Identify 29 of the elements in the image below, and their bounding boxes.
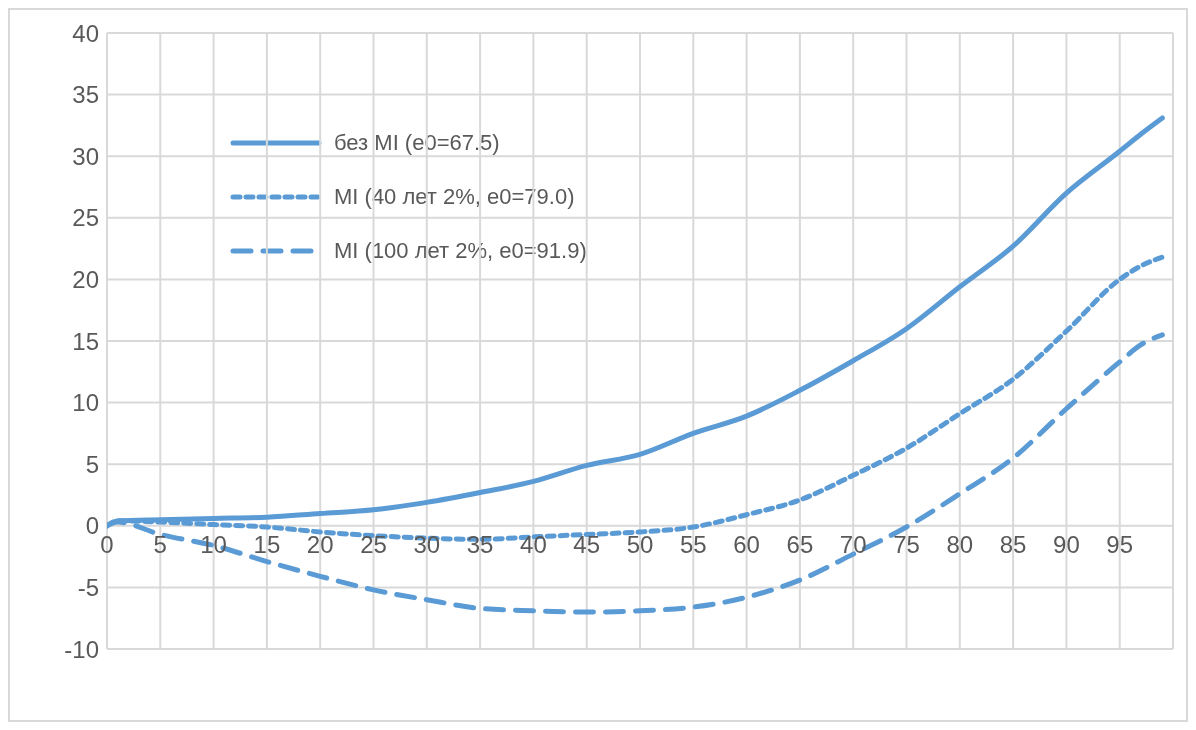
y-tick-label: -5	[77, 573, 99, 601]
x-tick-label: 40	[520, 531, 547, 558]
x-tick-label: 85	[999, 531, 1027, 558]
y-tick-label: 20	[72, 265, 99, 293]
x-tick-label: 70	[839, 531, 867, 558]
y-tick-label: 15	[72, 327, 99, 355]
x-tick-label: 60	[733, 531, 760, 558]
x-tick-label: 20	[306, 531, 334, 558]
y-tick-label: 35	[72, 81, 99, 109]
y-tick-label: 40	[72, 19, 99, 47]
x-tick-label: 75	[893, 531, 920, 558]
x-tick-label: 95	[1106, 531, 1134, 558]
x-tick-label: 65	[786, 531, 814, 558]
y-tick-label: 25	[72, 204, 99, 232]
x-tick-label: 50	[626, 531, 654, 558]
y-tick-label: 10	[72, 389, 99, 417]
x-tick-label: 80	[946, 531, 974, 558]
y-tick-label: 30	[72, 142, 99, 170]
x-tick-label: 90	[1053, 531, 1080, 558]
legend-label: MI (40 лет 2%, e0=79.0)	[334, 184, 575, 210]
x-tick-label: 15	[253, 531, 281, 558]
x-tick-label: 25	[360, 531, 387, 558]
x-tick-label: 45	[573, 531, 601, 558]
legend-label: без MI (e0=67.5)	[334, 130, 500, 156]
y-tick-label: 0	[85, 512, 99, 540]
y-tick-label: 5	[85, 450, 99, 478]
y-tick-label: -10	[64, 635, 99, 663]
x-tick-label: 55	[679, 531, 707, 558]
x-tick-label: 5	[153, 531, 167, 558]
